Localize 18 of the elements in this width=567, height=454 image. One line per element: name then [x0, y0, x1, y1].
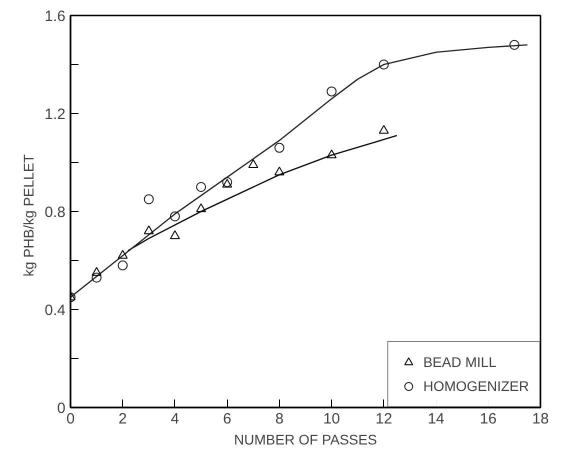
x-tick-label: 8 [275, 410, 284, 428]
x-axis-title: NUMBER OF PASSES [234, 432, 377, 448]
y-tick-label: 1.2 [44, 106, 66, 123]
x-tick-label: 16 [480, 410, 497, 428]
y-tick-label: 0 [57, 400, 66, 417]
y-axis-title: kg PHB/kg PELLET [20, 154, 37, 276]
x-tick-label: 10 [323, 410, 340, 428]
x-tick-label: 4 [170, 410, 180, 428]
x-tick-label: 2 [118, 410, 127, 428]
legend-label: BEAD MILL [423, 354, 496, 370]
x-tick-label: 14 [428, 410, 444, 428]
y-tick-label: 0.4 [44, 302, 66, 319]
x-tick-label: 6 [222, 410, 232, 428]
x-tick-label: 18 [532, 410, 549, 428]
x-tick-label: 12 [375, 410, 392, 428]
y-tick-label: 1.6 [44, 8, 66, 25]
y-tick-label: 0.8 [44, 204, 66, 221]
legend-label: HOMOGENIZER [423, 378, 529, 394]
